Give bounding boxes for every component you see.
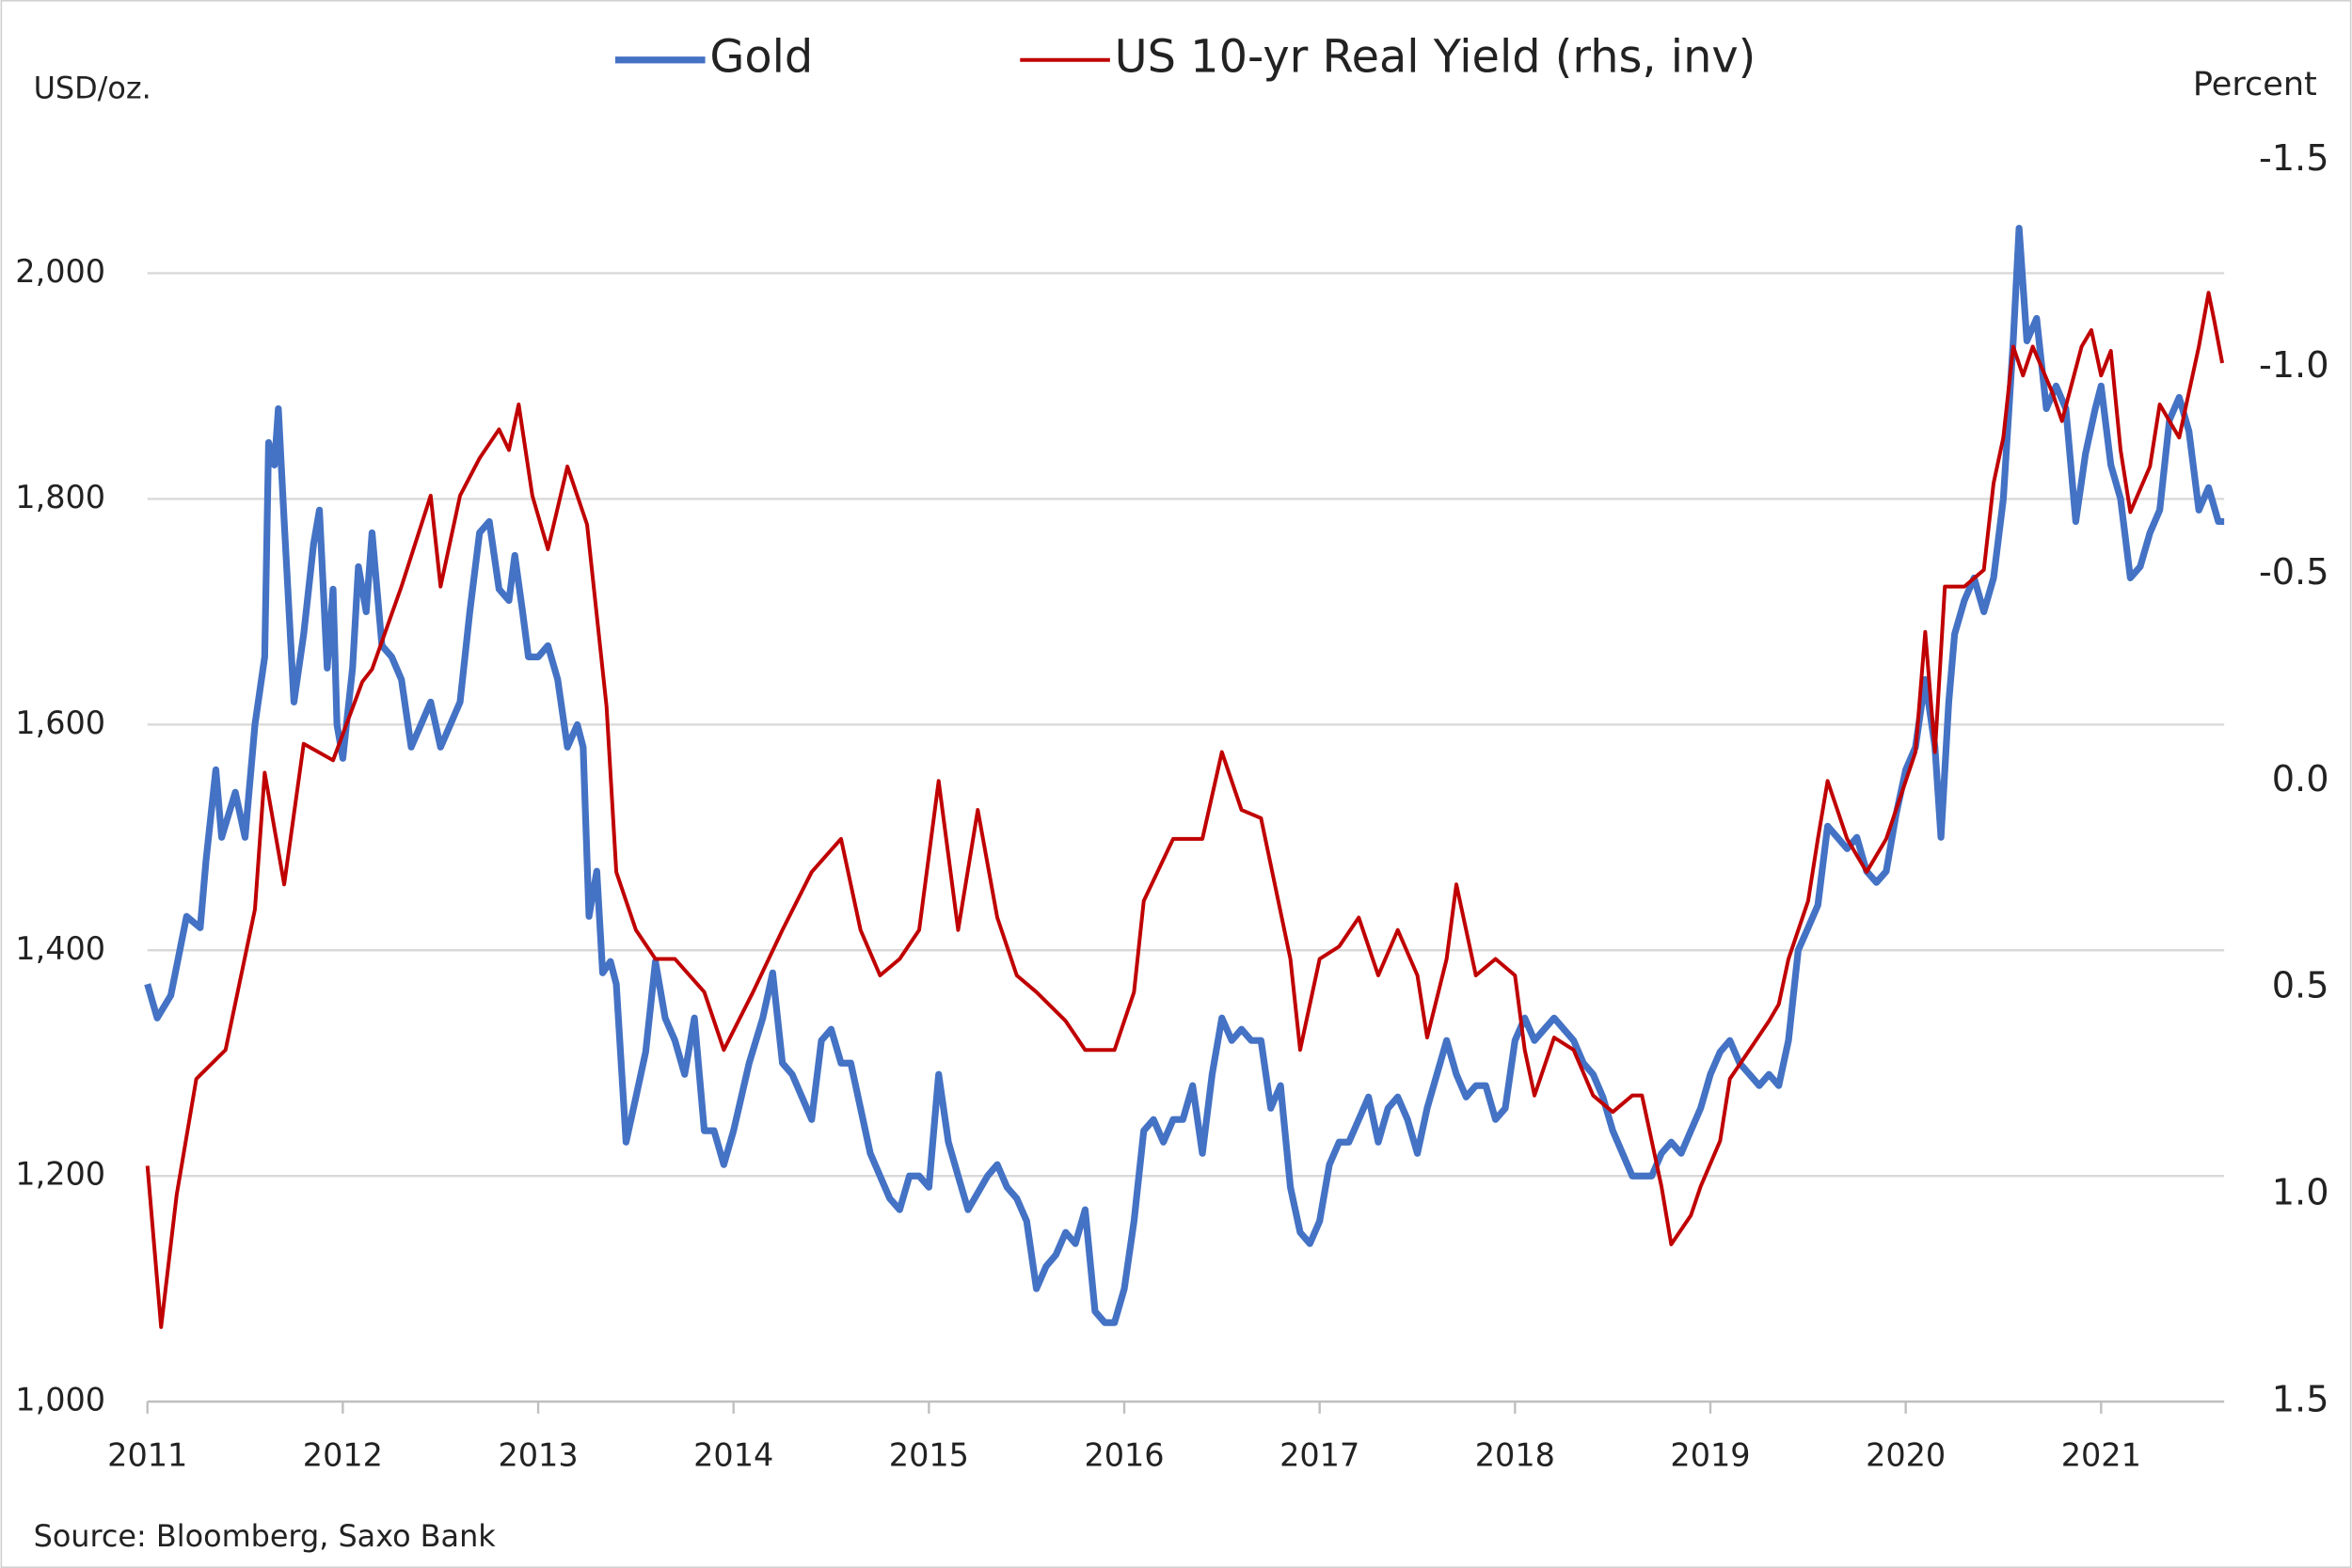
y-tick-label: 1,000 [15,1382,105,1418]
legend-label: Gold [709,32,813,84]
y-tick-label: 2,000 [15,253,105,290]
y2-tick-label: 1.5 [2272,1380,2329,1421]
y2-tick-label: -0.5 [2259,552,2329,594]
x-tick-label: 2014 [693,1437,773,1474]
x-tick-label: 2015 [889,1437,969,1474]
legend-label: US 10-yr Real Yield (rhs, inv) [1115,32,1756,84]
x-tick-label: 2018 [1475,1437,1555,1474]
y2-tick-label: 1.0 [2272,1173,2329,1214]
x-tick-label: 2012 [303,1437,383,1474]
y-tick-label: 1,200 [15,1156,105,1193]
y-tick-label: 1,600 [15,705,105,741]
x-tick-label: 2021 [2061,1437,2141,1474]
x-tick-label: 2016 [1084,1437,1164,1474]
y2-axis-label: Percent [2193,65,2317,103]
source: Source: Bloomberg, Saxo Bank [34,1518,497,1554]
y2-tick-label: 0.5 [2272,966,2329,1007]
line-series [145,291,2225,1329]
y-tick-label: 1,400 [15,930,105,967]
x-tick-label: 2011 [107,1437,187,1474]
line-series [144,224,2225,1326]
y-axis-label: USD/oz. [34,71,151,106]
x-tick-label: 2019 [1670,1437,1750,1474]
y2-tick-label: -1.5 [2259,138,2329,180]
y2-tick-label: -1.0 [2259,345,2329,387]
x-tick-label: 2017 [1279,1437,1359,1474]
y2-tick-label: 0.0 [2272,759,2329,800]
x-tick-label: 2013 [498,1437,578,1474]
y-tick-label: 1,800 [15,479,105,515]
x-tick-label: 2020 [1866,1437,1946,1474]
